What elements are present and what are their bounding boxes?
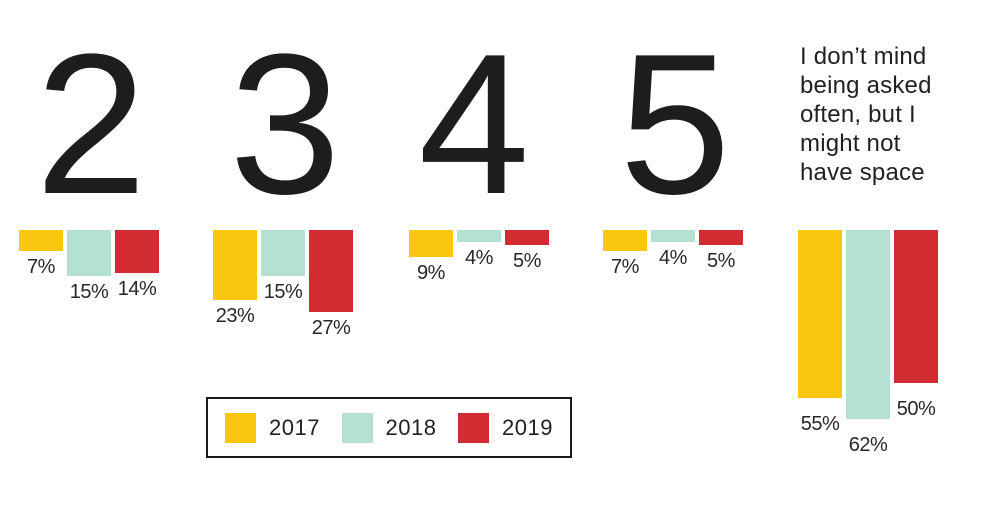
legend-label: 2019 [502,414,553,440]
bar-column-2018: 15% [261,230,305,340]
bar-column-2019: 14% [115,230,159,304]
bar-2019 [309,230,353,312]
legend-label: 2018 [385,414,437,440]
bar-2019 [894,230,938,383]
legend-label: 2017 [269,414,320,440]
bar-column-2018: 62% [846,230,890,457]
bar-value-label: 55% [800,413,840,435]
bar-value-label: 15% [263,281,303,303]
bar-value-label: 23% [215,305,255,327]
legend-item-2019: 2019 [458,412,553,443]
bar-column-2018: 4% [651,230,695,279]
bar-column-2019: 27% [309,230,353,340]
bar-cluster: 9% 4% 5% [409,230,549,285]
group-heading-number: 2 [35,13,146,236]
bar-column-2018: 15% [67,230,111,304]
bar-column-2019: 5% [699,230,743,279]
bar-value-label: 15% [69,281,109,303]
bar-column-2017: 55% [798,230,842,457]
bar-value-label: 4% [465,247,493,269]
bar-2019 [699,230,743,245]
bar-2018 [67,230,111,276]
bar-2018 [846,230,890,419]
legend-swatch-2019 [458,412,490,443]
group-heading-number: 4 [418,13,529,236]
bar-2018 [457,230,501,242]
bar-value-label: 9% [417,262,445,284]
bar-column-2018: 4% [457,230,501,285]
chart-group-3: 3 23% 15% 27% [213,0,353,529]
bar-value-label: 50% [896,398,936,420]
chart-group-5: 5 7% 4% 5% [603,0,743,529]
legend-item-2018: 2018 [341,412,437,443]
bar-column-2017: 9% [409,230,453,285]
bar-column-2017: 7% [19,230,63,304]
bar-2018 [261,230,305,276]
bar-column-2017: 7% [603,230,647,279]
bar-value-label: 5% [513,250,541,272]
bar-value-label: 5% [707,250,735,272]
bar-value-label: 14% [117,278,157,300]
bar-2017 [798,230,842,398]
bar-2017 [213,230,257,300]
bar-value-label: 27% [311,317,351,339]
bar-2017 [19,230,63,251]
chart-group-no-space: I don’t mind being asked often, but I mi… [798,0,938,529]
bar-column-2017: 23% [213,230,257,340]
legend-item-2017: 2017 [225,412,320,443]
bar-2017 [409,230,453,257]
bar-cluster: 7% 15% 14% [19,230,159,304]
group-heading-number: 3 [229,13,340,236]
group-heading-number: 5 [619,13,730,236]
bar-2018 [651,230,695,242]
bar-2019 [115,230,159,273]
legend-swatch-2017 [225,412,256,443]
bar-cluster: 55% 62% 50% [798,230,938,457]
bar-value-label: 7% [27,256,55,278]
chart-group-2: 2 7% 15% 14% [19,0,159,529]
bar-cluster: 23% 15% 27% [213,230,353,340]
bar-value-label: 4% [659,247,687,269]
legend: 2017 2018 2019 [206,397,572,458]
bar-2017 [603,230,647,251]
bar-value-label: 7% [611,256,639,278]
legend-swatch-2018 [341,412,373,443]
bar-column-2019: 5% [505,230,549,285]
bar-2019 [505,230,549,245]
group-heading-text: I don’t mind being asked often, but I mi… [800,43,932,186]
chart-group-4: 4 9% 4% 5% [409,0,549,529]
bar-column-2019: 50% [894,230,938,457]
bar-cluster: 7% 4% 5% [603,230,743,279]
bar-value-label: 62% [848,434,888,456]
